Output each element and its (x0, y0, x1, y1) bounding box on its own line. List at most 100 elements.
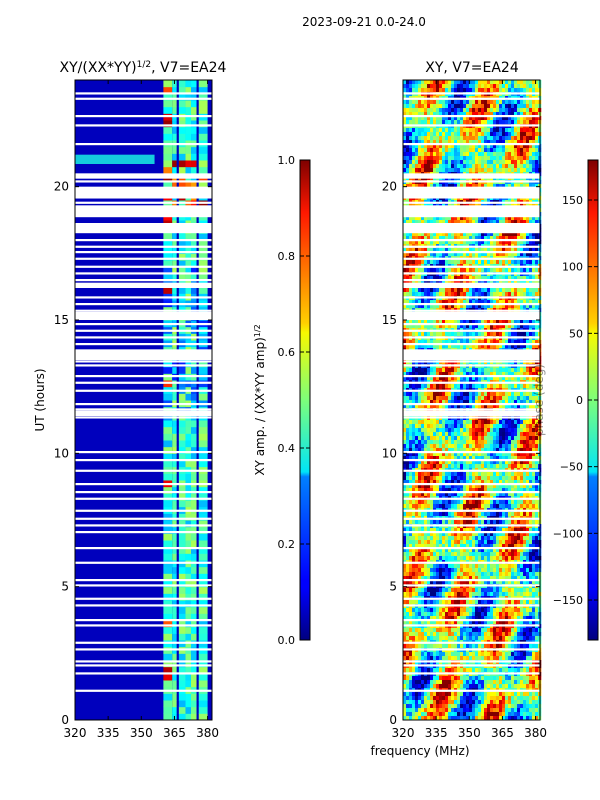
phase-cell (505, 236, 509, 241)
phase-cell (427, 444, 431, 449)
phase-cell (403, 220, 407, 225)
phase-cell (502, 436, 506, 441)
phase-cell (421, 136, 425, 141)
phase-cell (409, 320, 413, 325)
phase-cell (421, 120, 425, 125)
phase-cell (508, 160, 512, 165)
phase-cell (424, 84, 428, 89)
phase-cell (460, 400, 464, 405)
phase-cell (514, 140, 518, 145)
phase-cell (505, 444, 509, 449)
phase-cell (436, 80, 440, 85)
phase-cell (472, 368, 476, 373)
phase-cell (478, 432, 482, 437)
phase-cell (469, 400, 473, 405)
amplitude-colorbar-ticks: 0.00.20.40.60.81.0 (278, 154, 310, 647)
phase-cell (520, 396, 524, 401)
phase-cell (535, 152, 539, 157)
flagged-row (75, 124, 212, 127)
flagged-band (75, 205, 212, 216)
amp-cell (172, 520, 177, 528)
phase-cell (508, 304, 512, 309)
phase-cell (463, 140, 467, 145)
amp-cell (172, 240, 177, 248)
phase-cell (475, 392, 479, 397)
phase-cell (508, 120, 512, 125)
phase-cell (511, 240, 515, 245)
amp-cell (163, 446, 173, 454)
phase-cell (403, 324, 407, 329)
phase-cell (511, 432, 515, 437)
phase-cell (490, 232, 494, 237)
phase-cell (496, 376, 500, 381)
phase-cell (499, 100, 503, 105)
phase-cell (436, 168, 440, 173)
phase-cell (469, 368, 473, 373)
phase-cell (418, 340, 422, 345)
phase-cell (526, 332, 530, 337)
phase-cell (406, 164, 410, 169)
phase-cell (409, 420, 413, 425)
phase-cell (487, 216, 491, 221)
phase-cell (520, 136, 524, 141)
phase-cell (415, 236, 419, 241)
phase-cell (517, 104, 521, 109)
phase-cell (523, 252, 527, 257)
amp-cell (198, 286, 208, 294)
x-tick-label: 365 (163, 726, 186, 740)
phase-cell (481, 160, 485, 165)
phase-cell (454, 80, 458, 85)
amp-cell (178, 246, 186, 254)
phase-cell (493, 136, 497, 141)
phase-cell (457, 400, 461, 405)
amp-cell (172, 673, 177, 681)
phase-cell (421, 184, 425, 189)
phase-cell (481, 340, 485, 345)
phase-cell (412, 104, 416, 109)
phase-cell (466, 276, 470, 281)
phase-cell (466, 392, 470, 397)
phase-cell (427, 420, 431, 425)
phase-cell (409, 240, 413, 245)
phase-cell (523, 184, 527, 189)
amplitude-heatmap (74, 79, 213, 721)
phase-cell (421, 140, 425, 145)
phase-cell (433, 428, 437, 433)
phase-cell (508, 448, 512, 453)
phase-cell (430, 160, 434, 165)
phase-cell (478, 112, 482, 117)
phase-cell (430, 344, 434, 349)
phase-cell (481, 368, 485, 373)
phase-cell (499, 320, 503, 325)
phase-cell (499, 164, 503, 169)
phase-cell (457, 436, 461, 441)
phase-cell (412, 324, 416, 329)
phase-cell (412, 148, 416, 153)
phase-cell (442, 404, 446, 409)
phase-cell (526, 324, 530, 329)
phase-cell (487, 372, 491, 377)
phase-cell (472, 148, 476, 153)
phase-cell (427, 324, 431, 329)
amp-cell (185, 540, 192, 548)
phase-cell (466, 344, 470, 349)
phase-cell (427, 436, 431, 441)
phase-cell (535, 392, 539, 397)
phase-cell (448, 112, 452, 117)
y-tick-label: 0 (61, 713, 69, 727)
flagged-row (75, 491, 212, 494)
phase-cell (481, 448, 485, 453)
phase-cell (502, 276, 506, 281)
phase-cell (460, 260, 464, 265)
phase-cell (442, 292, 446, 297)
phase-cell (427, 404, 431, 409)
phase-cell (454, 112, 458, 117)
phase-cell (481, 384, 485, 389)
phase-cell (535, 424, 539, 429)
phase-cell (490, 420, 494, 425)
phase-cell (526, 128, 530, 133)
phase-cell (472, 424, 476, 429)
phase-cell (460, 120, 464, 125)
phase-cell (514, 288, 518, 293)
phase-cell (457, 84, 461, 89)
